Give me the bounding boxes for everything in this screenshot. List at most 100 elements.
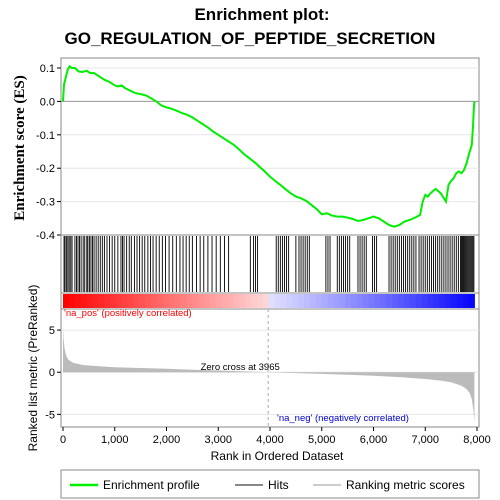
es-y-axis-label: Enrichment score (ES)	[12, 75, 28, 221]
enrichment-profile-line	[62, 64, 476, 228]
colorbar-segment	[403, 294, 411, 308]
colorbar-segment	[115, 294, 123, 308]
colorbar-segment	[304, 294, 311, 308]
colorbar-segment	[333, 294, 340, 308]
colorbar-segment	[162, 294, 170, 308]
colorbar-segment	[262, 294, 270, 308]
colorbar-segment	[433, 294, 440, 308]
colorbar-segment	[233, 294, 240, 308]
legend-label: Ranking metric scores	[346, 478, 465, 492]
colorbar-segment	[309, 294, 317, 308]
colorbar-segment	[251, 294, 258, 308]
legend-label: Hits	[268, 478, 289, 492]
es-tick-label: 0.0	[40, 96, 55, 108]
x-tick-label: 3,000	[204, 434, 232, 446]
hits-markers	[63, 236, 475, 292]
es-tick-label: -0.1	[36, 130, 55, 142]
colorbar-segment	[110, 294, 117, 308]
es-panel-frame	[60, 57, 480, 236]
es-tick-label: -0.3	[36, 197, 55, 209]
colorbar-segment	[351, 294, 358, 308]
colorbar-segment	[133, 294, 140, 308]
colorbar-segment	[221, 294, 229, 308]
legend-box	[60, 469, 480, 499]
colorbar-segment	[151, 294, 158, 308]
es-y-ticks: 0.1 0.0 -0.1 -0.2 -0.3 -0.4	[36, 63, 61, 242]
colorbar-segment	[362, 294, 370, 308]
colorbar-segment	[409, 294, 417, 308]
x-tick-label: 5,000	[308, 434, 336, 446]
colorbar-segment	[168, 294, 176, 308]
colorbar-segment	[339, 294, 346, 308]
colorbar-segment	[368, 294, 375, 308]
es-tick-label: -0.2	[36, 163, 55, 175]
x-tick-label: 4,000	[256, 434, 284, 446]
colorbar-segment	[63, 294, 70, 308]
metric-tick-label: 5	[49, 325, 55, 337]
colorbar-segment	[374, 294, 381, 308]
colorbar-segment	[239, 294, 246, 308]
negative-correlation-label: 'na_neg' (negatively correlated)	[277, 413, 409, 424]
colorbar-segment	[68, 294, 76, 308]
colorbar-segment	[445, 294, 452, 308]
x-tick-label: 6,000	[360, 434, 388, 446]
ranking-metric-area	[63, 325, 475, 423]
x-tick-label: 7,000	[411, 434, 439, 446]
colorbar-segment	[104, 294, 111, 308]
colorbar-segment	[80, 294, 87, 308]
colorbar-segment	[398, 294, 405, 308]
colorbar-segment	[204, 294, 211, 308]
rank-colorbar	[63, 294, 475, 308]
colorbar-segment	[415, 294, 423, 308]
colorbar-segment	[462, 294, 470, 308]
colorbar-segment	[268, 294, 276, 308]
colorbar-segment	[139, 294, 146, 308]
colorbar-segment	[227, 294, 234, 308]
colorbar-segment	[209, 294, 217, 308]
colorbar-segment	[245, 294, 252, 308]
colorbar-segment	[280, 294, 287, 308]
colorbar-segment	[427, 294, 434, 308]
colorbar-segment	[439, 294, 446, 308]
colorbar-segment	[321, 294, 328, 308]
x-tick-label: 0	[60, 434, 66, 446]
colorbar-segment	[274, 294, 281, 308]
colorbar-segment	[468, 294, 475, 308]
colorbar-segment	[392, 294, 399, 308]
colorbar-segment	[198, 294, 205, 308]
colorbar-segment	[145, 294, 152, 308]
metric-y-ticks: 5 0 -5	[45, 325, 61, 421]
colorbar-segment	[456, 294, 464, 308]
legend: Enrichment profile Hits Ranking metric sco…	[70, 478, 465, 492]
x-axis-label: Rank in Ordered Dataset	[211, 449, 344, 463]
colorbar-segment	[327, 294, 334, 308]
x-tick-label: 2,000	[153, 434, 181, 446]
x-tick-label: 8,000	[463, 434, 491, 446]
colorbar-segment	[257, 294, 264, 308]
positive-correlation-label: 'na_pos' (positively correlated)	[64, 308, 192, 319]
colorbar-segment	[292, 294, 299, 308]
es-tick-label: -0.4	[36, 230, 55, 242]
colorbar-segment	[421, 294, 428, 308]
colorbar-segment	[315, 294, 323, 308]
colorbar-segment	[127, 294, 134, 308]
colorbar-segment	[74, 294, 82, 308]
colorbar-segment	[286, 294, 293, 308]
chart-title-line1: Enrichment plot:	[194, 5, 329, 24]
colorbar-segment	[180, 294, 187, 308]
colorbar-segment	[186, 294, 193, 308]
colorbar-segment	[86, 294, 93, 308]
colorbar-segment	[174, 294, 181, 308]
metric-tick-label: -5	[45, 409, 55, 421]
colorbar-segment	[356, 294, 364, 308]
colorbar-segment	[92, 294, 99, 308]
chart-title-line2: GO_REGULATION_OF_PEPTIDE_SECRETION	[65, 29, 436, 48]
colorbar-segment	[380, 294, 387, 308]
colorbar-segment	[157, 294, 164, 308]
metric-tick-label: 0	[49, 367, 55, 379]
colorbar-segment	[386, 294, 393, 308]
colorbar-segment	[345, 294, 352, 308]
colorbar-segment	[98, 294, 105, 308]
